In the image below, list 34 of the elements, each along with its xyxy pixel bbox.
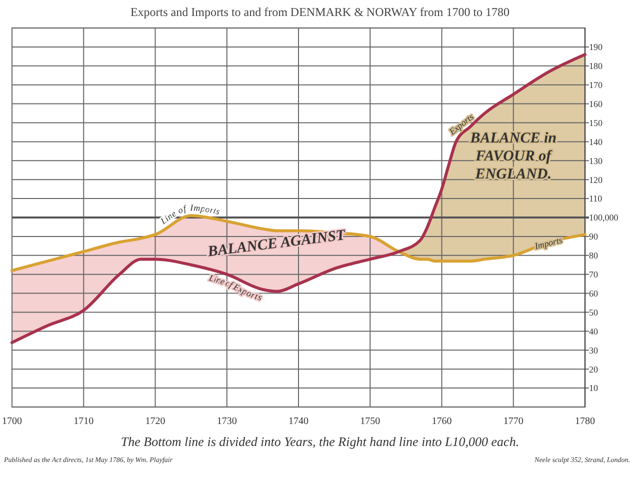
y-tick-label: 60 xyxy=(589,288,598,298)
y-tick-label: 40 xyxy=(589,326,598,336)
y-tick-label: 80 xyxy=(589,250,598,261)
text: The Bottom line is divided into Years, the Right hand line into L10,000 each. xyxy=(120,434,520,449)
y-tick-label: 90 xyxy=(589,232,598,242)
x-tick-label: 1700 xyxy=(2,416,22,427)
x-tick-label: 1770 xyxy=(503,416,524,427)
annotation: BALANCE AGAINST xyxy=(206,227,347,260)
y-tick-label: 160 xyxy=(589,98,603,109)
x-tick-label: 1750 xyxy=(360,416,380,427)
x-tick-label: 1710 xyxy=(74,416,94,427)
annotation: Imports xyxy=(532,234,564,252)
y-tick-label: 50 xyxy=(589,307,598,318)
y-tick-label: 130 xyxy=(589,156,603,166)
y-tick-label: 20 xyxy=(589,364,598,374)
y-tick-label: 140 xyxy=(589,136,603,147)
y-tick-label: 110 xyxy=(589,194,603,204)
y-tick-label: 190 xyxy=(589,42,603,52)
chart-title: Exports and Imports to and from DENMARK & NORWAY from 1700 to 1780 xyxy=(130,5,510,19)
x-tick-label: 1720 xyxy=(145,416,166,427)
x-tick-label: 1740 xyxy=(288,416,308,427)
y-tick-label: 180 xyxy=(589,61,603,72)
y-tick-label: 30 xyxy=(589,345,598,356)
y-tick-label: 70 xyxy=(589,270,598,280)
y-tick-label: 170 xyxy=(589,80,603,90)
x-tick-label: 1780 xyxy=(575,416,595,427)
x-tick-label: 1760 xyxy=(432,416,452,427)
x-tick-label: 1730 xyxy=(216,416,237,427)
y-tick-label: 10 xyxy=(589,383,598,394)
y-tick-label: 150 xyxy=(589,118,603,128)
y-tick-label: 120 xyxy=(589,174,603,185)
line-series xyxy=(10,214,586,272)
line-series xyxy=(10,53,586,344)
ref-line-label: 100,000 xyxy=(589,212,619,223)
